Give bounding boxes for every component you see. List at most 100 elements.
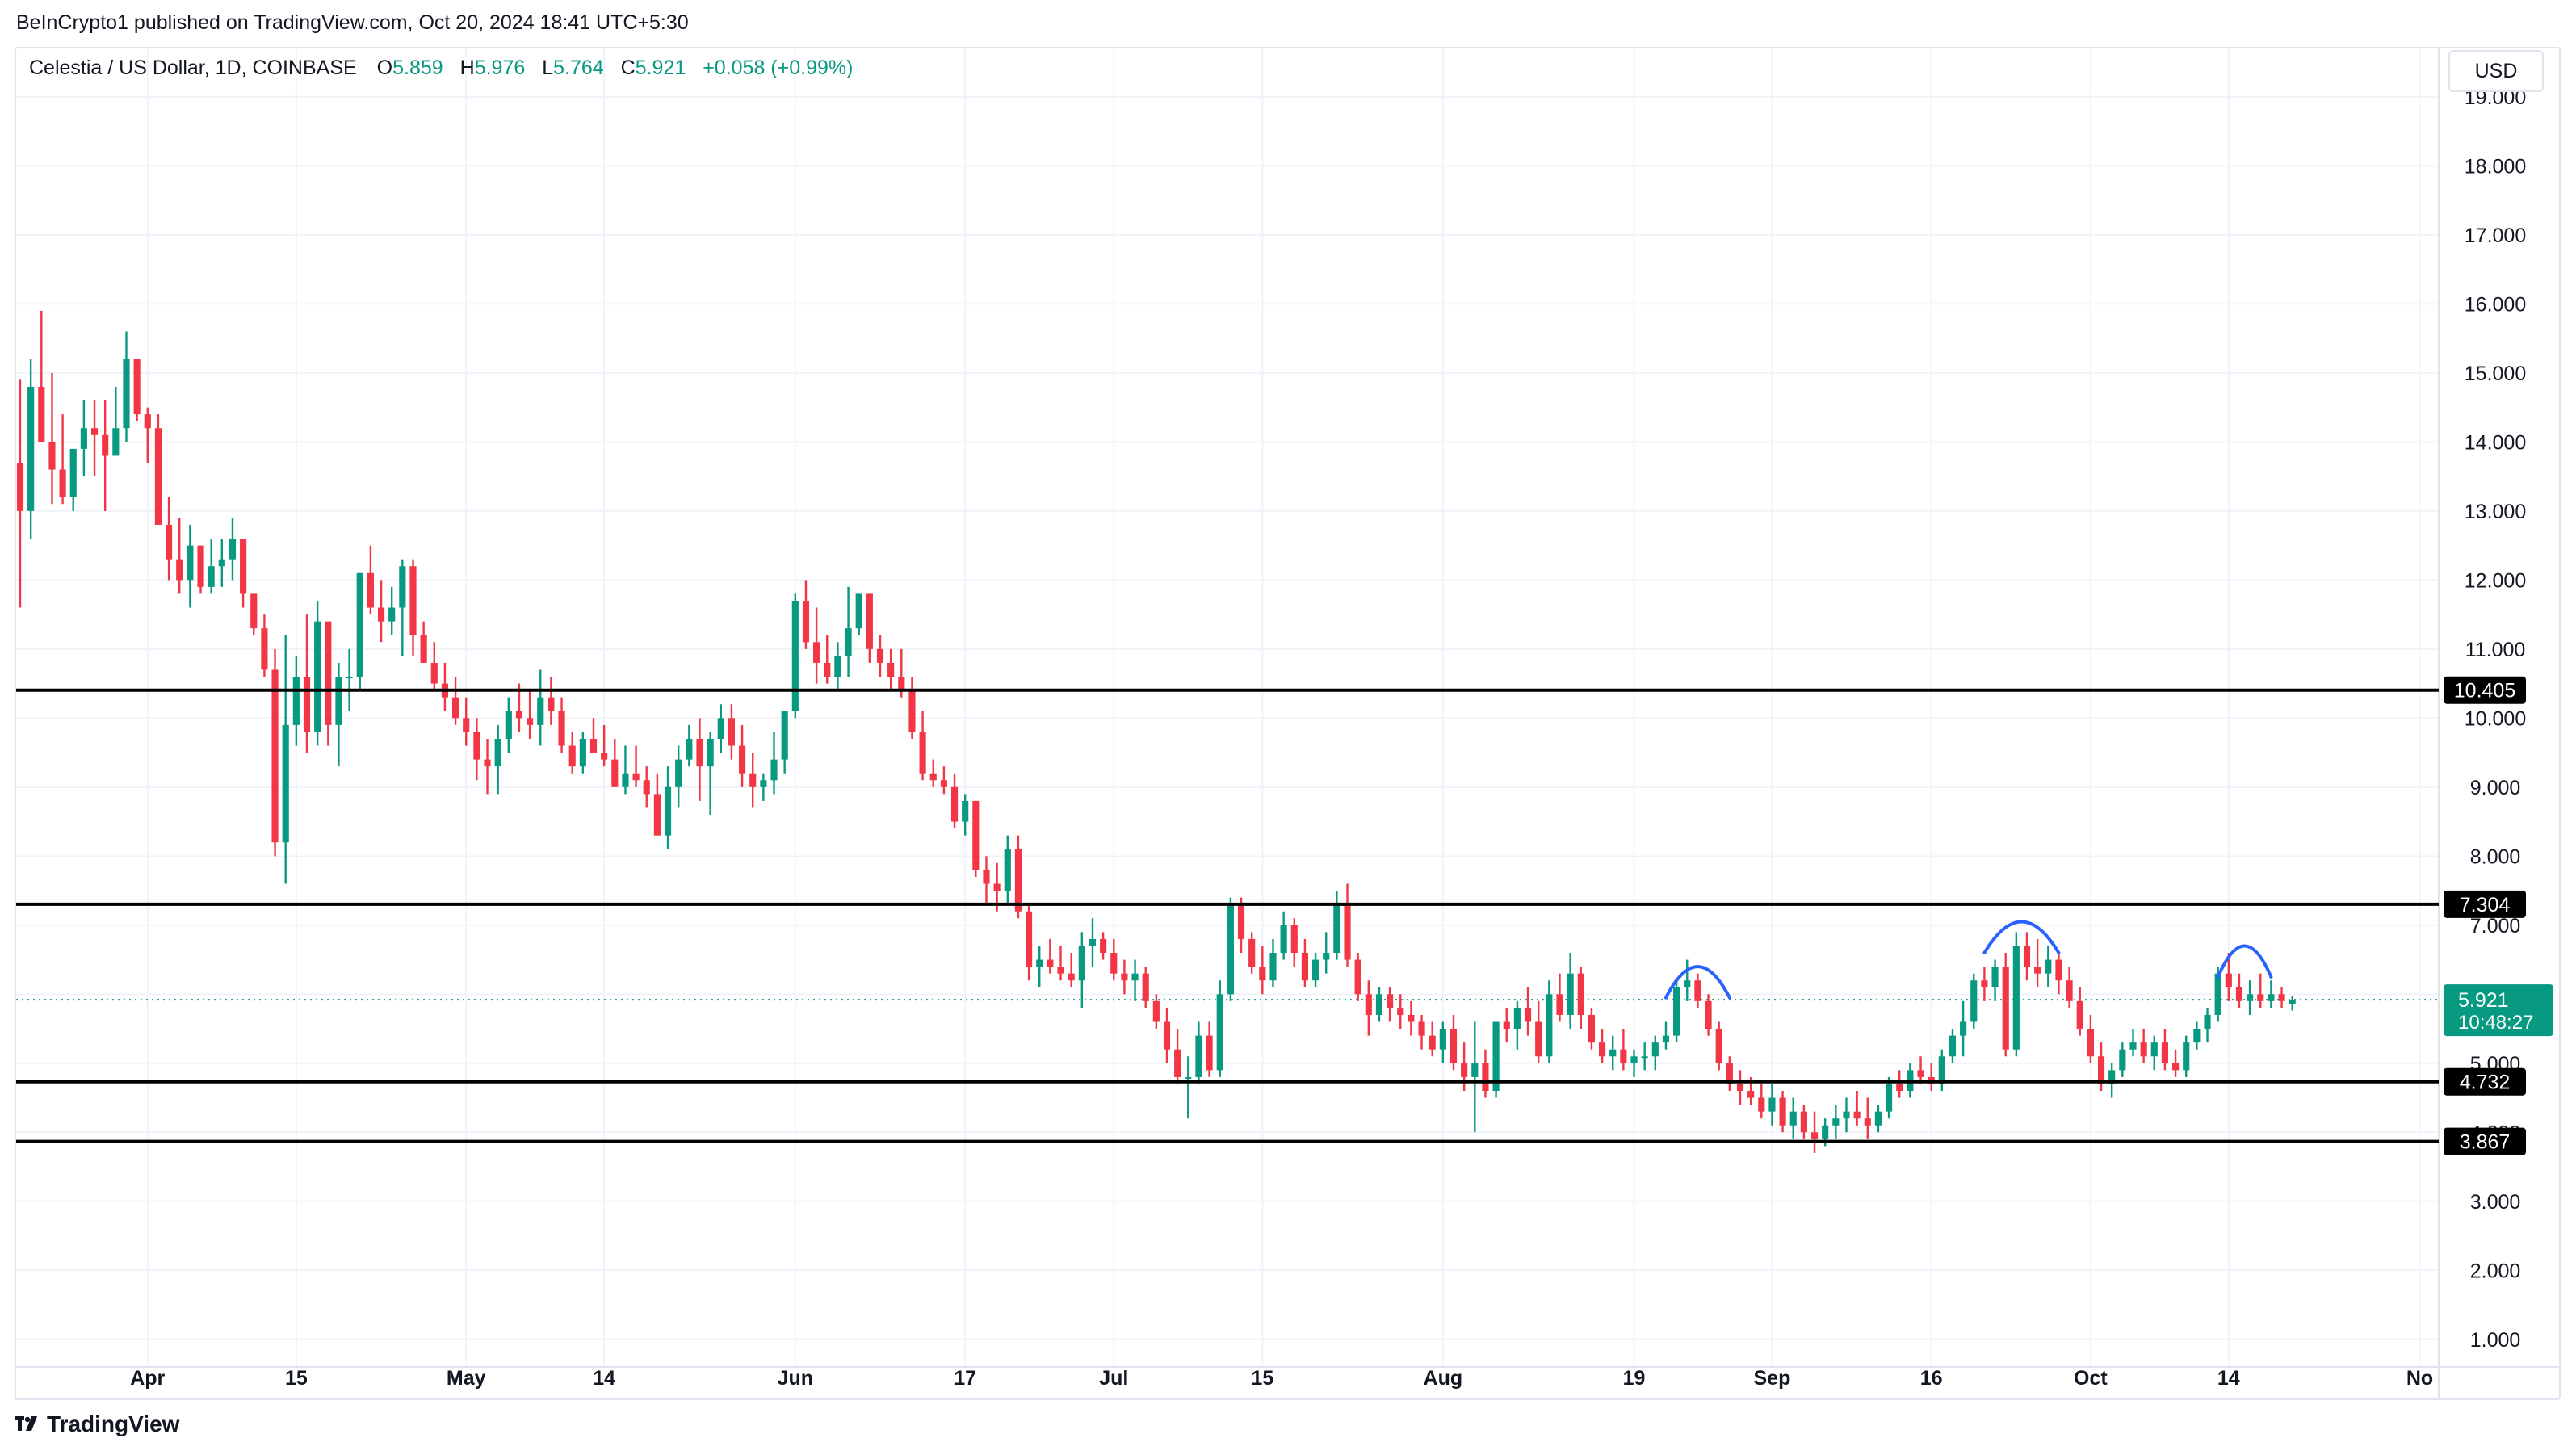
price-tick-label: 1.000: [2470, 1329, 2521, 1352]
symbol-title: Celestia / US Dollar, 1D, COINBASE: [29, 57, 357, 79]
candle: [1418, 1014, 1425, 1050]
candle-body: [1237, 904, 1245, 939]
candle-body: [1768, 1097, 1776, 1112]
candle: [494, 724, 501, 795]
candle-body: [707, 738, 714, 767]
candle: [2183, 1035, 2190, 1077]
candle-body: [611, 759, 619, 787]
candle-body: [208, 566, 215, 587]
candle-body: [1461, 1063, 1468, 1077]
candle-body: [876, 648, 884, 663]
candle: [1237, 897, 1245, 954]
candle-body: [950, 786, 959, 822]
candle-body: [1556, 994, 1563, 1015]
low-value: 5.764: [553, 57, 604, 79]
level-price-label-bg: [2444, 1067, 2526, 1096]
candle-body: [1705, 1000, 1712, 1029]
candle: [187, 524, 194, 608]
candle-body: [463, 718, 470, 732]
candle-body: [102, 434, 109, 456]
candle-body: [2193, 1029, 2201, 1043]
candle: [451, 677, 459, 725]
candle: [1705, 994, 1712, 1036]
candle-body: [2087, 1029, 2094, 1057]
candle: [133, 359, 141, 421]
low-label: L: [542, 57, 554, 79]
candle-body: [696, 738, 703, 767]
candle-body: [1938, 1056, 1945, 1084]
candle-body: [1800, 1111, 1807, 1133]
candle-body: [1694, 980, 1701, 1001]
candle-body: [537, 697, 544, 725]
candle: [707, 732, 714, 816]
candle-body: [1206, 1035, 1213, 1071]
countdown-timer: 10:48:27: [2458, 1012, 2533, 1034]
candle-body: [1280, 925, 1287, 954]
open-value: 5.859: [392, 57, 443, 79]
last-price-value: 5.921: [2458, 989, 2509, 1012]
candle-body: [176, 559, 183, 581]
candle: [876, 635, 884, 677]
candle-body: [1524, 1008, 1532, 1022]
candle: [2278, 987, 2285, 1008]
candle-body: [1311, 959, 1319, 981]
candle-body: [484, 759, 491, 767]
candle: [154, 414, 162, 525]
candle-body: [919, 732, 926, 774]
price-tick-label: 9.000: [2470, 777, 2521, 799]
candle-body: [972, 800, 980, 870]
candle: [59, 414, 66, 505]
price-tick-label: 15.000: [2465, 363, 2526, 385]
candle-body: [781, 711, 788, 760]
candle-body: [1991, 967, 1999, 987]
candle-body: [271, 669, 279, 843]
candle: [2161, 1029, 2169, 1071]
candle-body: [601, 753, 608, 760]
candle: [686, 724, 693, 767]
candle-body: [494, 738, 501, 767]
candle-body: [1195, 1035, 1202, 1077]
candle: [1949, 1029, 1957, 1063]
candle-body: [802, 600, 810, 643]
candle-body: [2225, 973, 2232, 987]
chart-pane[interactable]: [15, 47, 2561, 1400]
candle: [1152, 994, 1160, 1029]
candles: [16, 310, 2296, 1153]
candle-body: [1715, 1029, 1722, 1063]
candle: [1960, 1000, 1967, 1057]
currency-selector[interactable]: USD: [2448, 50, 2544, 92]
candle-body: [1450, 1029, 1458, 1063]
candle: [1174, 1029, 1181, 1084]
candle: [845, 586, 852, 677]
candle: [589, 718, 598, 753]
candle: [2066, 967, 2073, 1008]
candle: [1726, 1056, 1733, 1092]
change-value: +0.058 (+0.99%): [703, 57, 854, 79]
candle: [208, 539, 215, 594]
candle: [430, 642, 438, 691]
candle-body: [430, 662, 438, 684]
candle-body: [1408, 1014, 1415, 1022]
level-price-label-bg: [2444, 1127, 2526, 1155]
candle: [601, 724, 608, 767]
candle-body: [2183, 1042, 2190, 1071]
candle-body: [1185, 1076, 1192, 1079]
candle-body: [1535, 1021, 1542, 1057]
candle-body: [855, 593, 862, 629]
candle: [548, 677, 555, 725]
candle-body: [1758, 1097, 1765, 1112]
candle-body: [1259, 967, 1266, 981]
candle: [2140, 1029, 2147, 1063]
candle-body: [845, 628, 852, 656]
candle-body: [1747, 1091, 1755, 1098]
candle: [303, 614, 311, 753]
candle: [929, 759, 937, 787]
candle-body: [1068, 973, 1075, 981]
candle: [1684, 959, 1691, 1001]
candle-body: [632, 773, 640, 781]
candle-body: [1492, 1021, 1500, 1092]
candle-body: [1588, 1014, 1596, 1043]
candle: [399, 559, 406, 656]
